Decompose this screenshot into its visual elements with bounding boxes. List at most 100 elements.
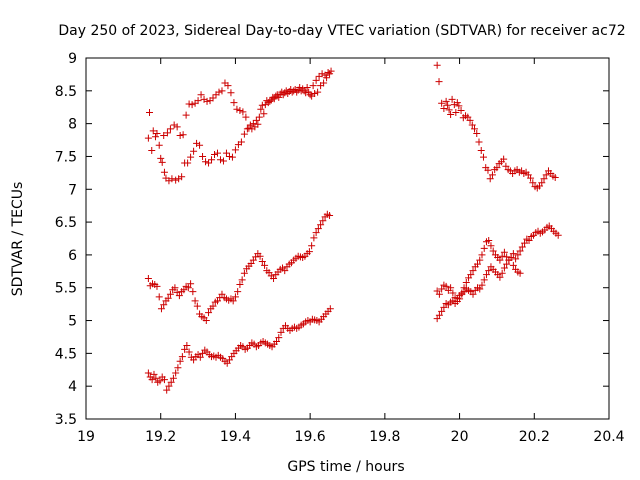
- data-point: [320, 79, 328, 87]
- data-point: [163, 129, 171, 137]
- y-tick-label: 8.5: [55, 84, 77, 100]
- data-point: [227, 89, 235, 97]
- data-point: [466, 116, 474, 124]
- data-point: [166, 125, 174, 133]
- data-point: [197, 91, 205, 99]
- data-point: [296, 84, 304, 92]
- data-point: [240, 130, 248, 138]
- data-point: [178, 173, 186, 181]
- data-point: [509, 261, 517, 269]
- data-point: [222, 149, 230, 157]
- data-point: [205, 159, 213, 167]
- data-point: [480, 244, 488, 252]
- data-point: [326, 305, 334, 313]
- data-point: [209, 302, 217, 310]
- y-tick-labels: 3.5 4 4.5 5 5.5 6 6.5 7 7.5 8 8.5 9: [55, 51, 77, 428]
- data-point: [442, 97, 450, 105]
- x-tick-label: 19.4: [220, 429, 251, 445]
- data-point: [179, 131, 187, 139]
- data-point: [157, 305, 165, 313]
- data-point: [229, 297, 237, 305]
- data-point: [310, 234, 318, 242]
- data-point: [166, 290, 174, 298]
- data-point: [144, 369, 152, 377]
- data-point: [156, 377, 164, 385]
- data-point: [193, 302, 201, 310]
- data-point: [185, 348, 193, 356]
- data-point: [551, 173, 559, 181]
- data-point: [516, 269, 524, 277]
- data-point: [474, 260, 482, 268]
- data-point: [455, 102, 463, 110]
- chart-title: Day 250 of 2023, Sidereal Day-to-day VTE…: [58, 23, 625, 39]
- data-point: [440, 105, 448, 113]
- data-point: [445, 106, 453, 114]
- data-point: [302, 89, 310, 97]
- y-tick-label: 9: [68, 51, 77, 67]
- data-point: [273, 338, 281, 346]
- data-point: [540, 175, 548, 183]
- data-point: [476, 285, 484, 293]
- data-point: [281, 267, 289, 275]
- data-point: [435, 311, 443, 319]
- data-point: [529, 179, 537, 187]
- data-point: [199, 152, 207, 160]
- data-point: [225, 152, 233, 160]
- data-point: [527, 174, 535, 182]
- data-point: [181, 345, 189, 353]
- y-axis-label: SDTVAR / TECUs: [10, 182, 26, 297]
- data-point: [440, 303, 448, 311]
- data-point: [521, 239, 529, 247]
- data-point: [311, 89, 319, 97]
- data-point: [476, 256, 484, 264]
- data-point: [176, 357, 184, 365]
- data-point: [469, 267, 477, 275]
- data-point: [153, 282, 161, 290]
- data-point: [518, 243, 526, 251]
- x-tick-label: 20: [451, 429, 469, 445]
- data-point: [183, 341, 191, 349]
- data-point: [255, 113, 263, 121]
- data-point: [257, 105, 265, 113]
- data-point: [486, 175, 494, 183]
- data-point: [165, 382, 173, 390]
- x-tick-labels: 19 19.2 19.4 19.6 19.8 20 20.2 20.4: [77, 429, 625, 445]
- data-point: [447, 284, 455, 292]
- data-point: [485, 236, 493, 244]
- data-point: [190, 147, 198, 155]
- data-point: [478, 281, 486, 289]
- y-tick-label: 4.5: [55, 346, 77, 362]
- data-point: [172, 176, 180, 184]
- data-point: [249, 120, 257, 128]
- data-point: [462, 278, 470, 286]
- data-point: [228, 153, 236, 161]
- y-tick-label: 5: [68, 314, 77, 330]
- data-point: [211, 150, 219, 158]
- series-track-a: [144, 61, 559, 192]
- data-point: [488, 171, 496, 179]
- data-point: [238, 276, 246, 284]
- data-point: [509, 250, 517, 258]
- data-point: [182, 111, 190, 119]
- data-point: [493, 164, 501, 172]
- data-point: [236, 107, 244, 115]
- data-point: [275, 334, 283, 342]
- data-point: [319, 217, 327, 225]
- data-point: [317, 221, 325, 229]
- data-point: [258, 101, 266, 109]
- data-point: [160, 131, 168, 139]
- data-point: [208, 156, 216, 164]
- data-point: [487, 242, 495, 250]
- data-point: [438, 99, 446, 107]
- data-point: [500, 155, 508, 163]
- data-point: [172, 369, 180, 377]
- x-tick-label: 19.8: [369, 429, 400, 445]
- data-point: [178, 353, 186, 361]
- data-point: [498, 269, 506, 277]
- data-point: [438, 285, 446, 293]
- data-point: [202, 158, 210, 166]
- x-tick-label: 19: [77, 429, 95, 445]
- y-tick-label: 4: [68, 379, 77, 395]
- data-point: [164, 294, 172, 302]
